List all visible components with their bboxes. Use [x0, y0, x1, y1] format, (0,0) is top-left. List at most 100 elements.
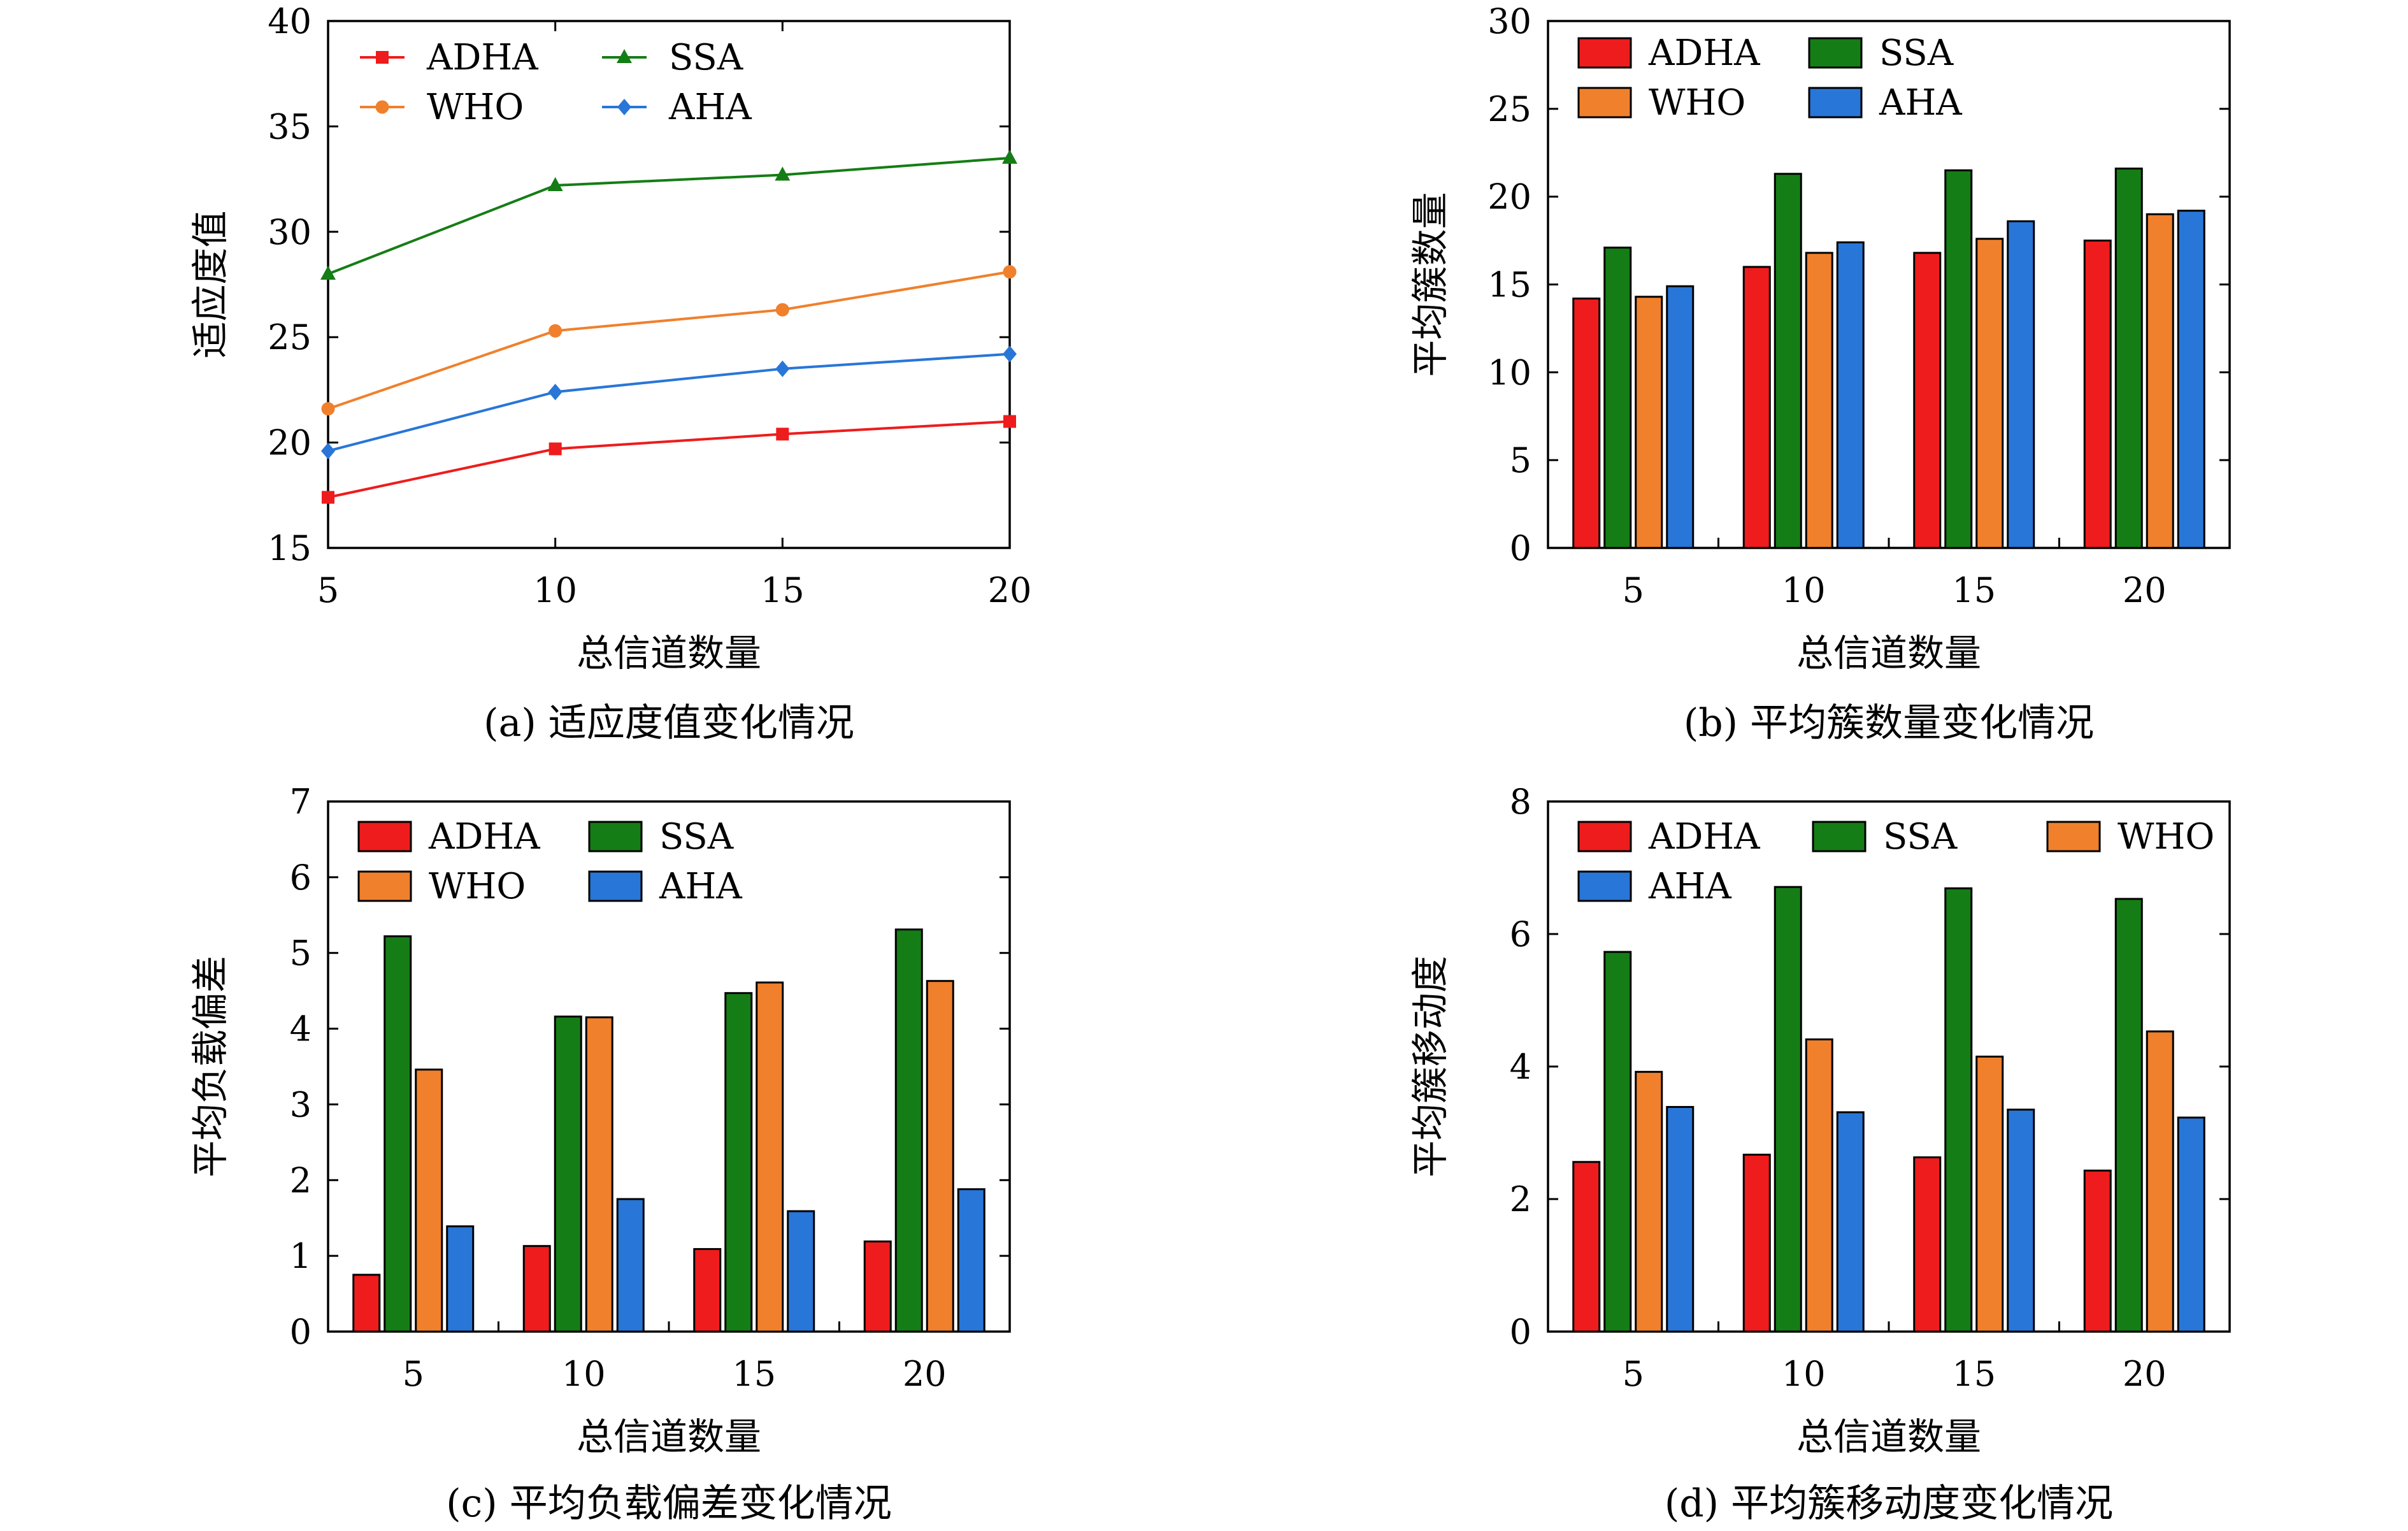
y-tick-label: 10: [1487, 352, 1531, 392]
legend-swatch-WHO: [1577, 87, 1632, 119]
legend-label-AHA: AHA: [659, 866, 742, 907]
data-point-AHA: [548, 384, 563, 401]
bar-ADHA: [1572, 298, 1601, 549]
bar-ADHA: [1742, 1153, 1771, 1333]
bar-WHO: [2146, 213, 2174, 549]
bar-ADHA: [1572, 1161, 1601, 1333]
x-tick-label: 10: [533, 570, 577, 610]
x-axis-label: 总信道数量: [1796, 1415, 1981, 1458]
x-tick-label: 20: [2123, 1354, 2167, 1394]
bar-SSA: [1603, 247, 1632, 549]
data-point-ADHA: [1003, 415, 1016, 428]
bar-AHA: [446, 1225, 475, 1333]
legend-label-SSA: SSA: [1879, 32, 1954, 74]
data-point-ADHA: [776, 428, 789, 441]
data-point-SSA: [547, 177, 563, 192]
y-tick-label: 3: [290, 1084, 312, 1125]
x-axis-label: 总信道数量: [577, 631, 761, 675]
y-tick-label: 15: [1487, 265, 1531, 305]
x-tick-label: 15: [1952, 1354, 1996, 1394]
bar-SSA: [2114, 168, 2143, 549]
legend-label-WHO: WHO: [2118, 816, 2214, 858]
legend-label-ADHA: ADHA: [426, 37, 538, 78]
bar-AHA: [1666, 285, 1695, 549]
data-point-AHA: [321, 442, 335, 459]
legend-swatch-SSA: [588, 821, 643, 852]
y-tick-label: 2: [290, 1160, 312, 1200]
data-point-AHA: [775, 360, 790, 377]
y-tick-label: 0: [1510, 1312, 1531, 1352]
x-tick-label: 15: [761, 570, 805, 610]
legend-label-WHO: WHO: [427, 87, 524, 128]
bar-SSA: [724, 992, 753, 1333]
chart-a: 15 20 25 30 35 40 5 10 15 20 总信道数量 适应度值 (a) 适应度值变化情况…: [189, 1, 1031, 745]
x-tick-label: 20: [903, 1354, 947, 1394]
chart-caption: (b) 平均簇数量变化情况: [1684, 701, 2094, 745]
data-point-ADHA: [322, 491, 334, 504]
data-point-SSA: [775, 166, 791, 181]
bar-AHA: [616, 1198, 645, 1333]
legend-swatch-ADHA: [357, 821, 412, 852]
data-point-AHA: [1003, 345, 1017, 363]
legend-swatch-SSA: [1808, 37, 1863, 69]
x-tick-label: 5: [1623, 1354, 1644, 1394]
y-axis-label: 适应度值: [189, 210, 232, 358]
legend-swatch-ADHA: [1577, 821, 1632, 852]
bar-AHA: [2007, 1109, 2035, 1333]
y-tick-label: 15: [268, 528, 312, 568]
bar-SSA: [1603, 951, 1632, 1333]
data-point-SSA: [1002, 150, 1017, 164]
x-tick-label: 15: [732, 1354, 776, 1394]
x-tick-label: 15: [1952, 570, 1996, 610]
bar-WHO: [1805, 252, 1833, 549]
bar-AHA: [787, 1210, 815, 1333]
legend-label-SSA: SSA: [1883, 816, 1958, 858]
chart-caption: (d) 平均簇移动度变化情况: [1665, 1481, 2113, 1526]
bar-WHO: [926, 980, 954, 1333]
bar-WHO: [756, 981, 784, 1333]
bar-SSA: [554, 1016, 582, 1333]
data-point-WHO: [1003, 265, 1017, 279]
bar-ADHA: [352, 1274, 381, 1333]
bar-SSA: [383, 935, 412, 1333]
bar-AHA: [2007, 220, 2035, 549]
plot-frame: [327, 20, 1011, 549]
legend-label-SSA: SSA: [659, 816, 734, 858]
y-tick-label: 4: [290, 1009, 312, 1049]
series-line-SSA: [327, 157, 1010, 275]
x-tick-label: 10: [1782, 570, 1826, 610]
legend-label-WHO: WHO: [1649, 82, 1745, 124]
x-tick-label: 5: [1623, 570, 1644, 610]
chart-caption: (a) 适应度值变化情况: [484, 701, 854, 745]
legend-label-ADHA: ADHA: [1648, 816, 1760, 858]
bar-SSA: [1774, 886, 1802, 1333]
bar-ADHA: [2083, 240, 2112, 549]
data-point-WHO: [321, 402, 335, 416]
y-tick-label: 40: [268, 1, 312, 41]
y-axis-label: 平均簇移动度: [1408, 956, 1452, 1177]
x-tick-label: 10: [562, 1354, 606, 1394]
legend-label-ADHA: ADHA: [428, 816, 540, 858]
y-tick-label: 20: [268, 423, 312, 463]
x-axis-label: 总信道数量: [1796, 631, 1981, 675]
y-tick-label: 0: [1510, 528, 1531, 568]
series-line-WHO: [327, 270, 1010, 410]
legend-marker-WHO: [375, 100, 389, 114]
y-tick-label: 5: [1510, 440, 1531, 480]
legend-label-ADHA: ADHA: [1648, 32, 1760, 74]
bar-AHA: [2177, 1116, 2205, 1333]
bar-WHO: [2146, 1030, 2174, 1333]
y-tick-label: 8: [1510, 782, 1531, 822]
y-tick-label: 1: [290, 1236, 312, 1276]
y-tick-label: 7: [290, 782, 312, 822]
legend-swatch-AHA: [1808, 87, 1863, 119]
bar-AHA: [957, 1188, 985, 1333]
legend-label-AHA: AHA: [1648, 866, 1731, 907]
y-tick-label: 6: [1510, 914, 1531, 954]
series-line-AHA: [327, 352, 1010, 452]
data-point-WHO: [548, 324, 563, 338]
bar-AHA: [1666, 1105, 1695, 1333]
bar-SSA: [1774, 173, 1802, 549]
x-tick-label: 10: [1782, 1354, 1826, 1394]
